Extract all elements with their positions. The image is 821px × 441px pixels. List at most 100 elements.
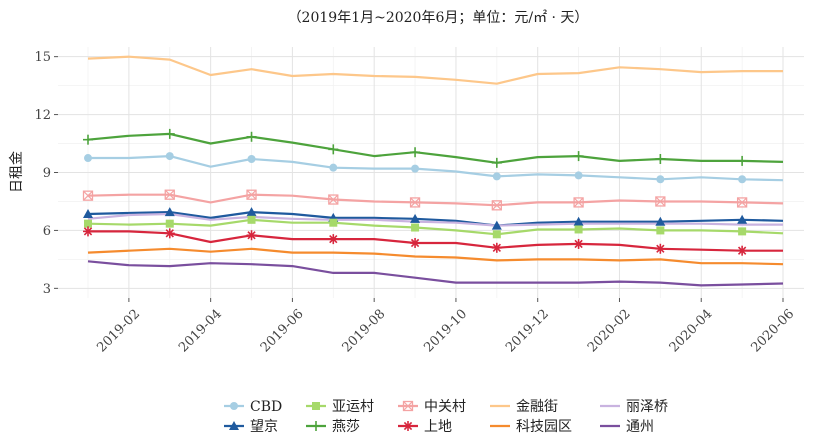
box (82, 190, 94, 201)
series-5-point (246, 230, 257, 241)
box (409, 197, 421, 208)
ast-d2 (247, 231, 256, 240)
series-1-point (655, 216, 666, 226)
legend-label: 科技园区 (516, 419, 572, 435)
diag-b (403, 401, 413, 411)
box (655, 196, 666, 207)
series-5-point (491, 242, 502, 253)
series-lines (87, 55, 784, 287)
legend-item: CBD (224, 399, 282, 415)
series-1-point (573, 216, 584, 226)
legend-item: 通州 (600, 419, 654, 435)
series-1-point (410, 213, 421, 223)
ast-d2 (574, 239, 583, 249)
series-0-point (492, 172, 501, 181)
series-4-point (573, 197, 584, 208)
diag-b (328, 194, 339, 205)
series-0-point (738, 175, 747, 184)
ast-d2 (165, 229, 174, 238)
box (328, 194, 339, 205)
series-3-point (655, 153, 666, 164)
x-axis-ticks: 2019-02 2019-04 2019-06 2019-08 2019-10 2019-… (94, 298, 797, 355)
diag-b (491, 200, 502, 211)
series-line-0 (88, 155, 784, 182)
x-tick-label: 2019-02 (94, 307, 143, 356)
legend-key-marker (402, 400, 414, 412)
legend-item: 燕莎 (306, 419, 360, 435)
series-2-point (574, 225, 583, 234)
diag-b (655, 196, 666, 207)
series-2-point (84, 219, 92, 228)
series-line-9 (87, 260, 784, 287)
x-tick-label: 2019-12 (503, 307, 552, 356)
series-line-2 (87, 218, 784, 236)
series-0-point (165, 152, 174, 161)
series-0-point (247, 154, 256, 163)
series-line-7 (87, 247, 784, 266)
x-tick-label: 2019-06 (258, 307, 307, 356)
legend-label: 金融街 (516, 399, 558, 415)
legend-item: 亚运村 (306, 399, 374, 415)
diag-b (246, 189, 257, 200)
diag-b (83, 190, 93, 201)
series-line-1 (87, 211, 784, 227)
legend-key-marker (230, 402, 238, 410)
series-2-point (656, 226, 665, 235)
legend-label: 燕莎 (332, 419, 360, 435)
y-tick-label: 15 (34, 50, 51, 65)
ast-d2 (737, 246, 747, 255)
series-3-point (83, 134, 93, 145)
y-tick-label: 12 (34, 108, 51, 123)
series-3-point (246, 131, 257, 142)
chart-title: （2019年1月~2020年6月；单位：元/㎡ · 天） (288, 10, 589, 26)
series-2-point (411, 223, 420, 232)
box (246, 189, 257, 200)
legend-label: 丽泽桥 (626, 399, 668, 415)
series-2-point (492, 230, 501, 239)
legend-label: 上地 (424, 419, 452, 435)
y-tick-label: 6 (43, 224, 51, 239)
legend-item: 丽泽桥 (600, 399, 668, 415)
box (491, 200, 502, 211)
series-line-8 (87, 212, 783, 227)
series-2-point (247, 215, 256, 224)
series-4-point (655, 196, 666, 207)
ast-d2 (410, 238, 420, 248)
series-3-point (491, 157, 502, 168)
x-tick-label: 2019-04 (176, 307, 225, 356)
major-gridlines (58, 47, 804, 298)
legend-key-marker (403, 421, 413, 431)
legend-item: 上地 (398, 419, 452, 435)
x-tick-label: 2020-04 (667, 307, 716, 356)
series-4-point (164, 189, 175, 200)
series-1-point (83, 209, 93, 219)
series-3-point (410, 147, 421, 158)
diag-b (737, 197, 748, 208)
x-tick-label: 2020-02 (585, 307, 634, 356)
ast-d2 (403, 421, 413, 431)
series-2-point (165, 219, 174, 228)
series-5-point (328, 234, 339, 245)
series-0-point (329, 163, 338, 172)
series-0-point (656, 175, 665, 184)
series-3-point (164, 128, 175, 139)
series-3-point (573, 151, 584, 162)
series-1-point (246, 207, 257, 217)
legend-key-marker (312, 402, 320, 410)
series-4-point (82, 190, 94, 201)
box (402, 400, 414, 412)
series-line-5 (88, 230, 783, 252)
series-3-point (737, 155, 748, 166)
legend-item: 科技园区 (490, 419, 572, 435)
box (736, 197, 748, 208)
series-4-point (246, 189, 257, 200)
ast-d2 (83, 227, 93, 236)
series-5-point (655, 243, 666, 254)
series-5-point (573, 238, 584, 249)
series-2-point (329, 218, 338, 227)
diag-b (410, 197, 420, 208)
series-5-point (164, 228, 175, 239)
legend-item: 金融街 (490, 399, 558, 415)
